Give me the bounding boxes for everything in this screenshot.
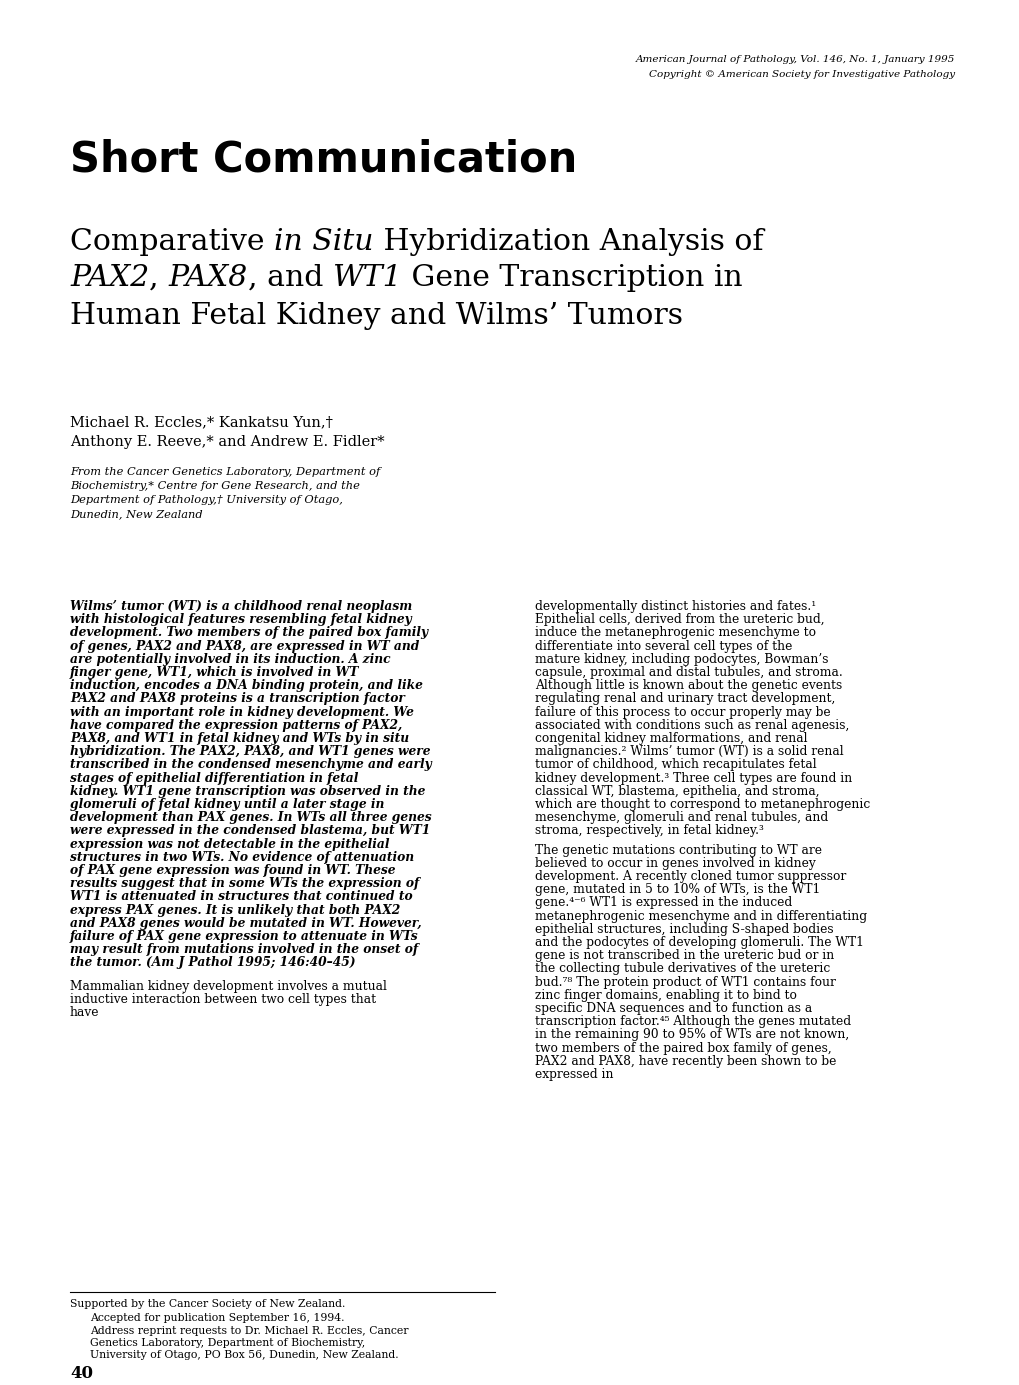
Text: mesenchyme, glomeruli and renal tubules, and: mesenchyme, glomeruli and renal tubules,…: [535, 812, 827, 824]
Text: Short Communication: Short Communication: [70, 138, 577, 180]
Text: the tumor. (Am J Pathol 1995; 146:40–45): the tumor. (Am J Pathol 1995; 146:40–45): [70, 957, 356, 970]
Text: gene is not transcribed in the ureteric bud or in: gene is not transcribed in the ureteric …: [535, 949, 834, 963]
Text: of PAX gene expression was found in WT. These: of PAX gene expression was found in WT. …: [70, 864, 395, 877]
Text: results suggest that in some WTs the expression of: results suggest that in some WTs the exp…: [70, 877, 419, 891]
Text: Hybridization Analysis of: Hybridization Analysis of: [373, 229, 762, 256]
Text: kidney. WT1 gene transcription was observed in the: kidney. WT1 gene transcription was obser…: [70, 785, 425, 798]
Text: Comparative: Comparative: [70, 229, 274, 256]
Text: tumor of childhood, which recapitulates fetal: tumor of childhood, which recapitulates …: [535, 759, 816, 771]
Text: associated with conditions such as renal agenesis,: associated with conditions such as renal…: [535, 719, 849, 731]
Text: failure of this process to occur properly may be: failure of this process to occur properl…: [535, 705, 829, 719]
Text: PAX2 and PAX8 proteins is a transcription factor: PAX2 and PAX8 proteins is a transcriptio…: [70, 692, 405, 705]
Text: two members of the paired box family of genes,: two members of the paired box family of …: [535, 1042, 830, 1054]
Text: Genetics Laboratory, Department of Biochemistry,: Genetics Laboratory, Department of Bioch…: [90, 1338, 365, 1348]
Text: induce the metanephrogenic mesenchyme to: induce the metanephrogenic mesenchyme to: [535, 626, 815, 640]
Text: which are thought to correspond to metanephrogenic: which are thought to correspond to metan…: [535, 798, 869, 812]
Text: induction, encodes a DNA binding protein, and like: induction, encodes a DNA binding protein…: [70, 679, 423, 692]
Text: bud.⁷⁸ The protein product of WT1 contains four: bud.⁷⁸ The protein product of WT1 contai…: [535, 975, 835, 989]
Text: From the Cancer Genetics Laboratory, Department of: From the Cancer Genetics Laboratory, Dep…: [70, 467, 380, 476]
Text: transcription factor.⁴⁵ Although the genes mutated: transcription factor.⁴⁵ Although the gen…: [535, 1015, 850, 1028]
Text: express PAX genes. It is unlikely that both PAX2: express PAX genes. It is unlikely that b…: [70, 903, 399, 917]
Text: Human Fetal Kidney and Wilms’ Tumors: Human Fetal Kidney and Wilms’ Tumors: [70, 302, 683, 330]
Text: 40: 40: [70, 1366, 93, 1382]
Text: gene.⁴⁻⁶ WT1 is expressed in the induced: gene.⁴⁻⁶ WT1 is expressed in the induced: [535, 896, 792, 910]
Text: stroma, respectively, in fetal kidney.³: stroma, respectively, in fetal kidney.³: [535, 824, 763, 838]
Text: the collecting tubule derivatives of the ureteric: the collecting tubule derivatives of the…: [535, 963, 829, 975]
Text: PAX2 and PAX8, have recently been shown to be: PAX2 and PAX8, have recently been shown …: [535, 1055, 836, 1068]
Text: expression was not detectable in the epithelial: expression was not detectable in the epi…: [70, 838, 389, 850]
Text: have: have: [70, 1006, 100, 1019]
Text: metanephrogenic mesenchyme and in differentiating: metanephrogenic mesenchyme and in differ…: [535, 910, 866, 922]
Text: capsule, proximal and distal tubules, and stroma.: capsule, proximal and distal tubules, an…: [535, 666, 842, 679]
Text: Wilms’ tumor (WT) is a childhood renal neoplasm: Wilms’ tumor (WT) is a childhood renal n…: [70, 600, 412, 614]
Text: congenital kidney malformations, and renal: congenital kidney malformations, and ren…: [535, 733, 807, 745]
Text: in the remaining 90 to 95% of WTs are not known,: in the remaining 90 to 95% of WTs are no…: [535, 1029, 849, 1042]
Text: may result from mutations involved in the onset of: may result from mutations involved in th…: [70, 943, 418, 956]
Text: believed to occur in genes involved in kidney: believed to occur in genes involved in k…: [535, 857, 815, 870]
Text: PAX8: PAX8: [168, 265, 248, 292]
Text: WT1 is attenuated in structures that continued to: WT1 is attenuated in structures that con…: [70, 891, 413, 903]
Text: development. Two members of the paired box family: development. Two members of the paired b…: [70, 626, 428, 640]
Text: of genes, PAX2 and PAX8, are expressed in WT and: of genes, PAX2 and PAX8, are expressed i…: [70, 640, 419, 652]
Text: transcribed in the condensed mesenchyme and early: transcribed in the condensed mesenchyme …: [70, 759, 431, 771]
Text: development than PAX genes. In WTs all three genes: development than PAX genes. In WTs all t…: [70, 812, 431, 824]
Text: have compared the expression patterns of PAX2,: have compared the expression patterns of…: [70, 719, 401, 731]
Text: and the podocytes of developing glomeruli. The WT1: and the podocytes of developing glomerul…: [535, 936, 863, 949]
Text: were expressed in the condensed blastema, but WT1: were expressed in the condensed blastema…: [70, 824, 430, 838]
Text: are potentially involved in its induction. A zinc: are potentially involved in its inductio…: [70, 652, 390, 666]
Text: finger gene, WT1, which is involved in WT: finger gene, WT1, which is involved in W…: [70, 666, 359, 679]
Text: American Journal of Pathology, Vol. 146, No. 1, January 1995: American Journal of Pathology, Vol. 146,…: [635, 55, 954, 64]
Text: PAX8, and WT1 in fetal kidney and WTs by in situ: PAX8, and WT1 in fetal kidney and WTs by…: [70, 733, 409, 745]
Text: Although little is known about the genetic events: Although little is known about the genet…: [535, 679, 842, 692]
Text: specific DNA sequences and to function as a: specific DNA sequences and to function a…: [535, 1001, 811, 1015]
Text: Mammalian kidney development involves a mutual: Mammalian kidney development involves a …: [70, 979, 386, 993]
Text: in Situ: in Situ: [274, 229, 373, 256]
Text: University of Otago, PO Box 56, Dunedin, New Zealand.: University of Otago, PO Box 56, Dunedin,…: [90, 1350, 398, 1360]
Text: , and: , and: [248, 265, 332, 292]
Text: stages of epithelial differentiation in fetal: stages of epithelial differentiation in …: [70, 771, 358, 784]
Text: hybridization. The PAX2, PAX8, and WT1 genes were: hybridization. The PAX2, PAX8, and WT1 g…: [70, 745, 430, 758]
Text: Dunedin, New Zealand: Dunedin, New Zealand: [70, 510, 203, 519]
Text: developmentally distinct histories and fates.¹: developmentally distinct histories and f…: [535, 600, 815, 614]
Text: Gene Transcription in: Gene Transcription in: [401, 265, 742, 292]
Text: zinc finger domains, enabling it to bind to: zinc finger domains, enabling it to bind…: [535, 989, 796, 1001]
Text: The genetic mutations contributing to WT are: The genetic mutations contributing to WT…: [535, 843, 821, 856]
Text: ,: ,: [149, 265, 168, 292]
Text: Supported by the Cancer Society of New Zealand.: Supported by the Cancer Society of New Z…: [70, 1299, 345, 1309]
Text: Department of Pathology,† University of Otago,: Department of Pathology,† University of …: [70, 494, 342, 506]
Text: development. A recently cloned tumor suppressor: development. A recently cloned tumor sup…: [535, 870, 846, 884]
Text: differentiate into several cell types of the: differentiate into several cell types of…: [535, 640, 792, 652]
Text: malignancies.² Wilms’ tumor (WT) is a solid renal: malignancies.² Wilms’ tumor (WT) is a so…: [535, 745, 843, 758]
Text: Epithelial cells, derived from the ureteric bud,: Epithelial cells, derived from the urete…: [535, 614, 823, 626]
Text: regulating renal and urinary tract development,: regulating renal and urinary tract devel…: [535, 692, 835, 705]
Text: gene, mutated in 5 to 10% of WTs, is the WT1: gene, mutated in 5 to 10% of WTs, is the…: [535, 884, 819, 896]
Text: structures in two WTs. No evidence of attenuation: structures in two WTs. No evidence of at…: [70, 850, 414, 864]
Text: PAX2: PAX2: [70, 265, 149, 292]
Text: Biochemistry,* Centre for Gene Research, and the: Biochemistry,* Centre for Gene Research,…: [70, 481, 360, 492]
Text: Accepted for publication September 16, 1994.: Accepted for publication September 16, 1…: [90, 1313, 344, 1323]
Text: Anthony E. Reeve,* and Andrew E. Fidler*: Anthony E. Reeve,* and Andrew E. Fidler*: [70, 435, 384, 449]
Text: WT1: WT1: [332, 265, 401, 292]
Text: with an important role in kidney development. We: with an important role in kidney develop…: [70, 705, 414, 719]
Text: mature kidney, including podocytes, Bowman’s: mature kidney, including podocytes, Bowm…: [535, 652, 827, 666]
Text: kidney development.³ Three cell types are found in: kidney development.³ Three cell types ar…: [535, 771, 852, 784]
Text: glomeruli of fetal kidney until a later stage in: glomeruli of fetal kidney until a later …: [70, 798, 384, 812]
Text: expressed in: expressed in: [535, 1068, 612, 1082]
Text: and PAX8 genes would be mutated in WT. However,: and PAX8 genes would be mutated in WT. H…: [70, 917, 421, 929]
Text: with histological features resembling fetal kidney: with histological features resembling fe…: [70, 614, 412, 626]
Text: epithelial structures, including S-shaped bodies: epithelial structures, including S-shape…: [535, 922, 833, 936]
Text: Address reprint requests to Dr. Michael R. Eccles, Cancer: Address reprint requests to Dr. Michael …: [90, 1325, 408, 1337]
Text: Copyright © American Society for Investigative Pathology: Copyright © American Society for Investi…: [648, 71, 954, 79]
Text: failure of PAX gene expression to attenuate in WTs: failure of PAX gene expression to attenu…: [70, 929, 418, 943]
Text: Michael R. Eccles,* Kankatsu Yun,†: Michael R. Eccles,* Kankatsu Yun,†: [70, 416, 332, 429]
Text: inductive interaction between two cell types that: inductive interaction between two cell t…: [70, 993, 376, 1006]
Text: classical WT, blastema, epithelia, and stroma,: classical WT, blastema, epithelia, and s…: [535, 785, 819, 798]
